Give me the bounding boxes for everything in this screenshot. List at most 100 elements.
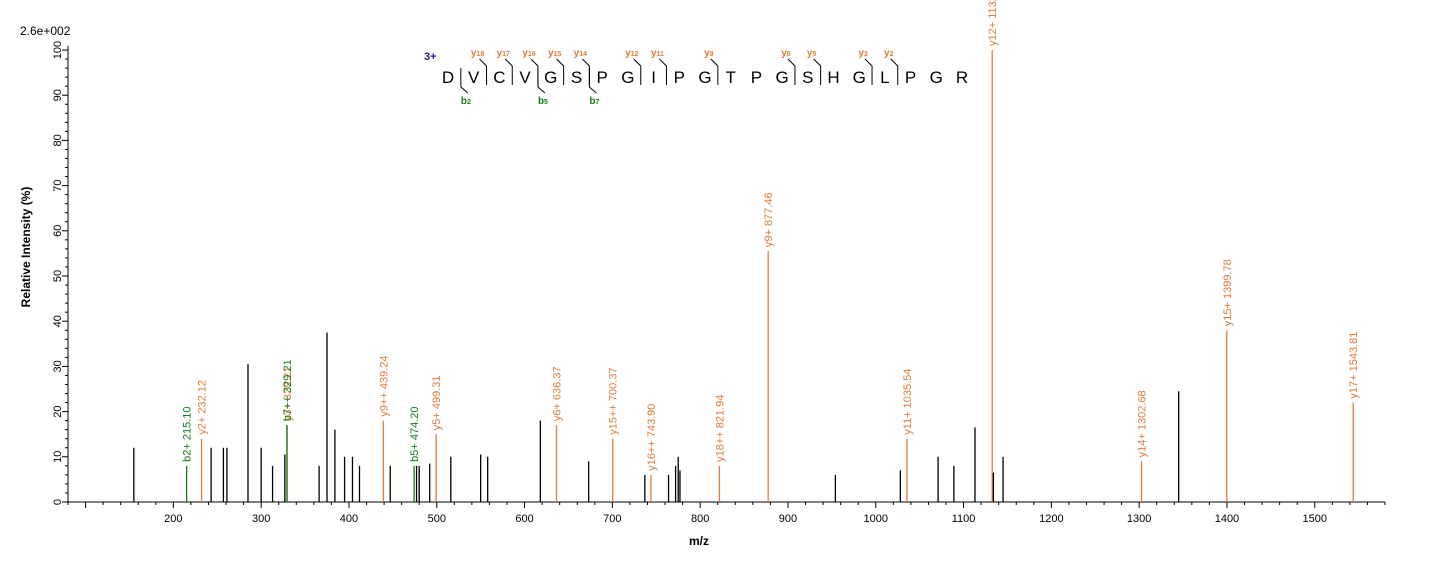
sequence-residue: L: [880, 68, 889, 87]
y-tick-label: 70: [52, 179, 64, 191]
y-ion-bracket: [530, 58, 539, 85]
y-ion-label: y5: [807, 48, 817, 59]
y-ion-bracket: [864, 58, 873, 85]
y-tick-label: 60: [52, 225, 64, 237]
peak-label: y15+ 1399.78: [1222, 259, 1234, 326]
x-tick-label: 400: [340, 513, 358, 525]
peak-label: y9+ 877.46: [763, 192, 775, 247]
sequence-residue: P: [905, 68, 916, 87]
y-ion-label: y2: [884, 48, 894, 59]
sequence-residue: G: [775, 68, 788, 87]
peak-label: y9++ 439.24: [378, 355, 390, 416]
peak-label: y2+ 232.12: [197, 380, 209, 435]
sequence-residue: S: [802, 68, 813, 87]
x-tick-label: 1400: [1215, 513, 1239, 525]
sequence-residue: S: [571, 68, 582, 87]
y-ion-bracket: [710, 58, 719, 85]
x-tick-label: 1100: [952, 513, 976, 525]
y-tick-label: 90: [52, 89, 64, 101]
x-tick-label: 1200: [1039, 513, 1063, 525]
y-ion-bracket: [659, 58, 667, 85]
intensity-scale-label: 2.6e+002: [20, 24, 71, 38]
sequence-residue: C: [493, 68, 505, 87]
y-ion-bracket: [633, 58, 642, 85]
x-tick-label: 1500: [1303, 513, 1327, 525]
x-tick-label: 600: [515, 513, 533, 525]
peak-label: y11+ 1035.54: [902, 369, 914, 435]
b-ion-label: b5: [538, 96, 548, 107]
peak-label: y5+ 499.31: [431, 375, 443, 430]
peak-label: b2+ 215.10: [182, 406, 194, 461]
b-ion-bracket: [460, 68, 469, 94]
x-tick-label: 700: [603, 513, 621, 525]
peak-label: b7++ 329.21: [282, 359, 294, 421]
peak-label: y12+ 1132.62: [987, 0, 999, 46]
sequence-residue: P: [751, 68, 762, 87]
y-ion-label: y12: [625, 48, 638, 59]
y-tick-label: 10: [52, 451, 64, 463]
sequence-residue: G: [698, 68, 711, 87]
y-axis-title: Relative Intensity (%): [19, 187, 33, 308]
x-tick-label: 200: [164, 513, 182, 525]
x-axis-title: m/z: [689, 534, 709, 548]
sequence-residue: G: [930, 68, 943, 87]
y-tick-label: 30: [52, 360, 64, 372]
y-tick-label: 80: [52, 134, 64, 146]
sequence-residue: D: [442, 68, 454, 87]
y-ion-label: y3: [858, 48, 868, 59]
y-ion-bracket: [581, 58, 590, 85]
x-tick-label: 900: [779, 513, 797, 525]
y-ion-label: y6: [781, 48, 791, 59]
y-tick-label: 20: [52, 405, 64, 417]
y-ion-label: y14: [574, 48, 587, 59]
charge-state-label: 3+: [424, 51, 437, 63]
y-tick-label: 100: [52, 41, 64, 59]
peak-label: y16++ 743.90: [646, 404, 658, 471]
x-tick-label: 1300: [1127, 513, 1151, 525]
y-ion-label: y11: [651, 48, 664, 59]
x-tick-label: 300: [252, 513, 270, 525]
x-tick-label: 1000: [864, 513, 888, 525]
sequence-residue: G: [544, 68, 557, 87]
b-ion-label: b2: [461, 96, 471, 107]
y-ion-bracket: [787, 58, 796, 85]
sequence-residue: R: [956, 68, 968, 87]
sequence-residue: G: [621, 68, 634, 87]
y-ion-bracket: [556, 58, 565, 85]
sequence-residue: P: [597, 68, 608, 87]
peaks-group: [133, 50, 1354, 502]
peak-label: y17+ 1543.81: [1348, 332, 1360, 399]
peak-label: y18++ 821.94: [714, 395, 726, 462]
b-ion-label: b7: [589, 96, 599, 107]
b-ion-bracket: [537, 68, 546, 94]
peak-label: y6+ 636.37: [551, 366, 563, 421]
y-ion-label: y9: [704, 48, 714, 59]
peak-label: y14+ 1302.68: [1137, 390, 1149, 457]
axes: 200 300 400 500 600 700 800 900 1000 1100 1200 1300…: [52, 41, 1386, 525]
y-tick-label: 0: [52, 499, 64, 505]
x-tick-label: 800: [691, 513, 709, 525]
sequence-residue: T: [726, 68, 736, 87]
peak-label: y3+ 329.21: [282, 366, 294, 421]
y-ion-label: y17: [497, 48, 510, 59]
y-ion-bracket: [479, 58, 488, 85]
sequence-residue: V: [519, 68, 531, 87]
y-ion-label: y16: [522, 48, 535, 59]
y-ion-bracket: [813, 58, 822, 85]
y-ion-label: y15: [548, 48, 561, 59]
sequence-residue: G: [853, 68, 866, 87]
peak-label: b5+ 474.20: [409, 406, 421, 461]
peak-label: y15++ 700.37: [608, 367, 620, 434]
y-tick-label: 40: [52, 315, 64, 327]
b-ion-bracket: [588, 68, 597, 94]
x-tick-label: 500: [428, 513, 446, 525]
y-tick-label: 50: [52, 270, 64, 282]
y-ion-bracket: [504, 58, 513, 85]
sequence-residue: I: [651, 68, 656, 87]
sequence-residue: V: [468, 68, 480, 87]
sequence-residue: H: [827, 68, 839, 87]
y-ion-label: y18: [471, 48, 484, 59]
sequence-residue: P: [674, 68, 685, 87]
